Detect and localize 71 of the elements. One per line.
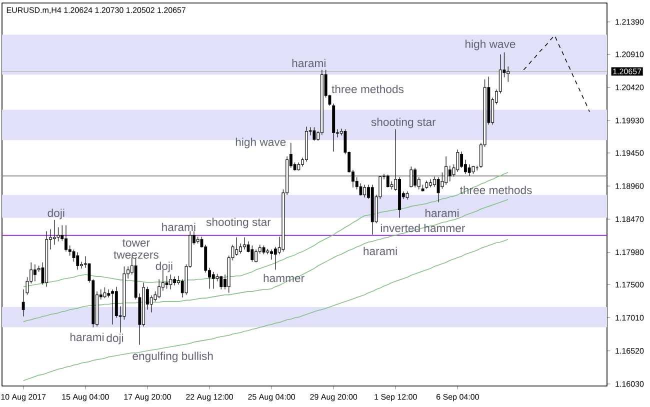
y-tick-label: 1.17980 — [616, 249, 644, 256]
candlestick — [270, 249, 273, 260]
candlestick — [444, 156, 448, 185]
annotation: inverted hammer — [380, 224, 466, 232]
candlestick — [165, 276, 168, 290]
candlestick — [76, 252, 80, 270]
candlestick — [220, 276, 223, 290]
x-tick-label: 29 Aug 20:00 — [310, 394, 358, 402]
candlestick — [52, 220, 56, 246]
annotation: harami — [292, 58, 326, 68]
annotation: doji — [156, 262, 172, 272]
annotation: shooting star — [371, 118, 436, 128]
candlestick — [22, 289, 25, 317]
annotation: doji — [48, 208, 64, 220]
x-tick-label: 15 Aug 04:00 — [62, 394, 109, 402]
candlestick — [410, 166, 413, 188]
candlestick — [460, 151, 464, 168]
line-series — [523, 35, 590, 112]
y-tick-label: 1.16520 — [616, 348, 644, 354]
y-tick-label: 1.17500 — [616, 282, 644, 288]
y-tick-label: 1.20420 — [616, 84, 644, 90]
candlestick — [274, 246, 277, 270]
ref-line-label: 1.20657 — [613, 68, 642, 74]
candlestick — [456, 149, 460, 172]
annotation: harami — [70, 332, 104, 342]
x-tick-label: 10 Aug 2017 — [1, 394, 46, 402]
candlestick — [429, 178, 432, 188]
candlestick — [212, 272, 215, 290]
candlestick — [436, 176, 440, 203]
x-tick-label: 22 Aug 12:00 — [186, 394, 233, 402]
annotation: engulfing bullish — [132, 352, 213, 362]
candlestick — [254, 249, 258, 263]
annotation: harami — [425, 208, 459, 218]
candlestick — [414, 168, 416, 188]
candlestick — [242, 237, 246, 250]
y-tick-label: 1.21390 — [616, 19, 644, 25]
annotation: shooting star — [206, 218, 271, 228]
candlestick — [111, 289, 114, 325]
candlestick — [363, 184, 366, 198]
candlestick — [34, 264, 36, 282]
annotation: three methods — [332, 84, 404, 94]
x-tick-label: 1 Sep 12:00 — [374, 394, 417, 402]
annotation: harami — [364, 246, 397, 256]
candlestick — [169, 274, 172, 290]
y-tick-label: 1.19930 — [616, 118, 644, 124]
annotation: doji — [106, 334, 124, 344]
candlestick — [448, 165, 452, 182]
chart-title: EURUSD.m,H4 1.20624 1.20730 1.20502 1.20657 — [6, 7, 186, 14]
candlestick — [386, 174, 390, 188]
y-tick-label: 1.20910 — [616, 52, 644, 58]
candlestick — [506, 66, 510, 82]
y-tick-label: 1.19450 — [616, 150, 644, 156]
candlestick — [468, 164, 471, 176]
candlestick — [239, 243, 242, 254]
y-tick-label: 1.18470 — [616, 216, 644, 222]
y-tick-label: 1.16030 — [616, 381, 644, 387]
candlestick — [250, 245, 254, 262]
annotation: high wave — [236, 138, 286, 148]
candlestick — [72, 249, 76, 262]
candlestick — [312, 126, 316, 142]
y-tick-label: 1.17010 — [616, 314, 644, 321]
x-tick-label: 25 Aug 04:00 — [248, 394, 296, 402]
annotation: high wave — [466, 40, 516, 50]
y-tick-label: 1.18960 — [616, 183, 644, 189]
x-tick-label: 6 Sep 04:00 — [436, 394, 479, 402]
candlestick — [235, 237, 238, 256]
annotation: harami — [162, 222, 196, 232]
x-tick-label: 17 Aug 20:00 — [124, 394, 171, 402]
candlestick — [103, 287, 106, 298]
candlestick — [64, 224, 68, 252]
candlestick — [158, 278, 161, 298]
